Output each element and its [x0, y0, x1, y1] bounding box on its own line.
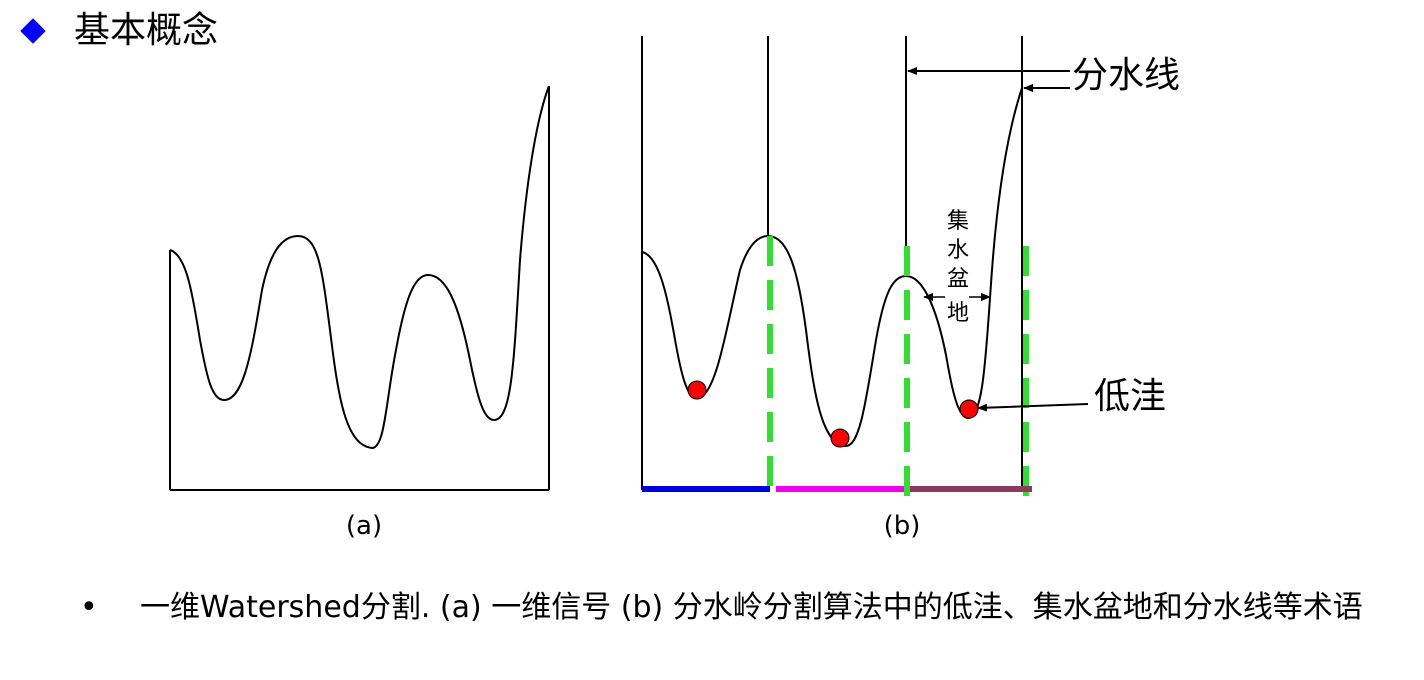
figure-b: 分水线 集 水 盆 地 低洼 (b) [641, 36, 1180, 541]
caption-text: 一维Watershed分割. (a) 一维信号 (b) 分水岭分割算法中的低洼、… [140, 590, 1363, 625]
section-heading: 基本概念 [18, 6, 218, 56]
figure-b-label: (b) [884, 511, 921, 541]
local-minimum-1 [687, 380, 707, 400]
local-minimum-3 [959, 399, 979, 419]
heading-title: 基本概念 [74, 10, 219, 51]
basin-label-char-2: 水 [947, 238, 969, 263]
figure-a-label: (a) [346, 511, 382, 541]
figure-a-signal-curve [169, 85, 550, 450]
minimum-label: 低洼 [1094, 376, 1166, 417]
basin-label-char-1: 集 [947, 209, 969, 234]
minimum-arrow [977, 403, 1089, 412]
basin-label-char-4: 地 [947, 301, 969, 326]
figure-a: (a) [169, 85, 550, 541]
basin-label-char-3: 盆 [947, 267, 969, 292]
local-minimum-2 [830, 428, 850, 448]
watershed-figure: (a) 分水线 集 水 盆 地 低洼 [169, 36, 1180, 541]
watershed-label: 分水线 [1072, 55, 1180, 96]
caption-bullet: • [80, 590, 98, 625]
